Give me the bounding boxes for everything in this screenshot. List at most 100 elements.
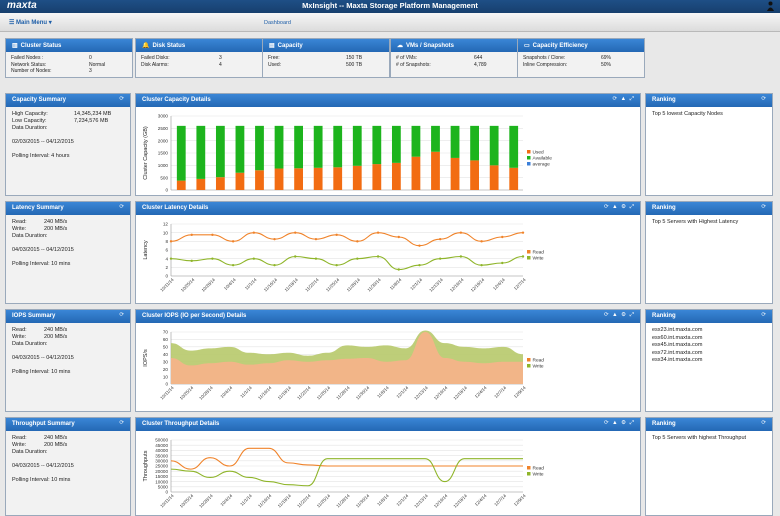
summary-title: Capacity Summary [12, 97, 67, 103]
summary-row: Read: 240 MB/s [12, 327, 124, 334]
legend-label: Read [533, 358, 545, 364]
data-point [418, 244, 421, 247]
x-tick-label: 11/19/14 [277, 493, 293, 509]
refresh-icon[interactable]: ⟳ [761, 204, 767, 210]
bar-available [235, 125, 245, 173]
refresh-icon[interactable]: ⟳ [761, 312, 767, 318]
status-label: Inline Compression: [523, 61, 568, 68]
summary-label: Data Duration: [12, 341, 48, 347]
user-icon[interactable] [767, 1, 774, 11]
refresh-icon[interactable]: ⟳ [119, 204, 125, 210]
legend-swatch [527, 256, 531, 260]
summary-row: Data Duration: [12, 449, 124, 456]
ranking-title: Ranking [652, 205, 676, 211]
data-point [252, 231, 256, 234]
summary-body: Read: 240 MB/s Write: 200 MB/s Data Duration… [6, 215, 130, 272]
y-tick-label: 30000 [155, 459, 168, 464]
x-tick-label: 12/16/14 [449, 277, 465, 293]
legend-swatch [527, 358, 531, 362]
series-line-read [170, 447, 523, 470]
main-menu-button[interactable]: ☰ Main Menu ▾ [9, 20, 52, 26]
x-tick-label: 10/4/14 [223, 277, 237, 291]
disk-icon: ▤ [269, 43, 275, 49]
summary-header: Latency Summary ⟳ [6, 202, 130, 215]
y-tick-label: 20 [163, 367, 169, 372]
status-card-header[interactable]: ▭ Capacity Efficiency [518, 39, 644, 52]
status-value: 4,789 [474, 61, 487, 68]
status-label: Snapshots / Clone: [523, 55, 566, 61]
chart-toolbar-icons[interactable]: ⟳ ▲ ⚙ ⤢ [604, 312, 635, 318]
data-point [501, 235, 504, 239]
summary-title: Latency Summary [12, 205, 64, 211]
refresh-icon[interactable]: ⟳ [119, 312, 125, 318]
data-point [273, 263, 276, 267]
bar-available [372, 125, 382, 165]
polling-interval: Polling Interval: 10 mins [12, 261, 71, 267]
summary-value: 240 MB/s [44, 435, 68, 441]
status-row: Failed Nodes : 0 [11, 55, 127, 62]
bar-used [255, 170, 264, 190]
x-tick-label: 10/4/14 [219, 493, 233, 507]
bar-used [489, 165, 499, 190]
chart-toolbar-icons[interactable]: ⟳ ▲ ⤢ [612, 96, 635, 102]
status-card-2: ▤ Capacity Free: 150 TB Used: 500 TB [262, 38, 390, 78]
summary-label: Read: [12, 327, 27, 333]
bar-available [352, 125, 362, 166]
bar-available [274, 125, 284, 169]
ranking-body: Top 5 Servers with Highest Latency [646, 215, 772, 231]
bar-used [470, 160, 479, 190]
chart-toolbar-icons[interactable]: ⟳ ▲ ⚙ ⤢ [604, 420, 635, 426]
status-row: Failed Disks: 3 [141, 55, 257, 62]
status-card-header[interactable]: ☁ VMs / Snapshots [391, 39, 517, 52]
refresh-icon[interactable]: ⟳ [119, 420, 125, 426]
ranking-body: Top 5 lowest Capacity Nodes [646, 107, 772, 123]
legend-swatch [527, 250, 531, 254]
summary-panel: Latency Summary ⟳ Read: 240 MB/s Write: 200 M… [5, 201, 131, 304]
summary-header: Throughput Summary ⟳ [6, 418, 130, 431]
bell-icon: 🔔 [142, 43, 150, 49]
data-point [356, 257, 359, 260]
ranking-item[interactable]: esx72.int.maxta.com [652, 349, 703, 356]
details-panel: Cluster Latency Details ⟳ ▲ ⚙ ⤢ 0 2 4 6 8 10 12 L… [135, 201, 641, 304]
y-tick-label: 12 [163, 222, 169, 227]
polling-interval: Polling Interval: 10 mins [12, 369, 71, 375]
x-tick-label: 11/30/14 [355, 385, 371, 401]
ranking-panel: Ranking ⟳ esx23.int.maxta.com esx60.int.max… [645, 309, 773, 412]
summary-body: Read: 240 MB/s Write: 200 MB/s Data Duration… [6, 431, 130, 488]
summary-label: Data Duration: [12, 233, 48, 239]
status-card-header[interactable]: ▥ Cluster Status [6, 39, 132, 52]
x-tick-label: 11/1/14 [239, 385, 253, 399]
ranking-item[interactable]: esx45.int.maxta.com [652, 342, 703, 348]
dashboard-link[interactable]: Dashboard [264, 20, 291, 26]
status-card-header[interactable]: 🔔 Disk Status [136, 39, 262, 52]
summary-body: Read: 240 MB/s Write: 200 MB/s Data Duration… [6, 323, 130, 380]
data-point [438, 237, 442, 241]
status-row: Snapshots / Clone: 69% [523, 55, 639, 62]
details-panel: Cluster Throughput Details ⟳ ▲ ⚙ ⤢ 0 5000 10… [135, 417, 641, 516]
ranking-item[interactable]: esx34.int.maxta.com [652, 357, 703, 363]
status-card-title: VMs / Snapshots [406, 43, 455, 49]
ranking-item[interactable]: esx60.int.maxta.com [652, 334, 703, 341]
ranking-panel: Ranking ⟳ Top 5 lowest Capacity Nodes [645, 93, 773, 196]
status-row: # of VMs: 644 [396, 55, 512, 62]
x-tick-label: 10/28/14 [198, 385, 214, 401]
data-point [418, 263, 421, 267]
y-tick-label: 10 [163, 230, 169, 235]
status-card-header[interactable]: ▤ Capacity [263, 39, 389, 52]
bar-available [176, 125, 186, 181]
legend-label: Write [533, 472, 544, 478]
status-card-0: ▥ Cluster Status Failed Nodes :0 Network St… [5, 38, 133, 78]
summary-label: Write: [12, 442, 27, 448]
refresh-icon[interactable]: ⟳ [119, 96, 125, 102]
ranking-item[interactable]: esx23.int.maxta.com [652, 327, 703, 333]
data-point [480, 263, 483, 267]
app-title: MxInsight -- Maxta Storage Platform Mana… [302, 1, 478, 10]
bar-available [333, 125, 343, 168]
data-point [169, 257, 173, 260]
y-tick-label: 1000 [158, 163, 169, 168]
x-tick-label: 12/19/14 [452, 493, 468, 509]
refresh-icon[interactable]: ⟳ [761, 420, 767, 426]
ranking-header: Ranking ⟳ [646, 202, 772, 215]
refresh-icon[interactable]: ⟳ [761, 96, 767, 102]
chart-toolbar-icons[interactable]: ⟳ ▲ ⚙ ⤢ [604, 204, 635, 210]
